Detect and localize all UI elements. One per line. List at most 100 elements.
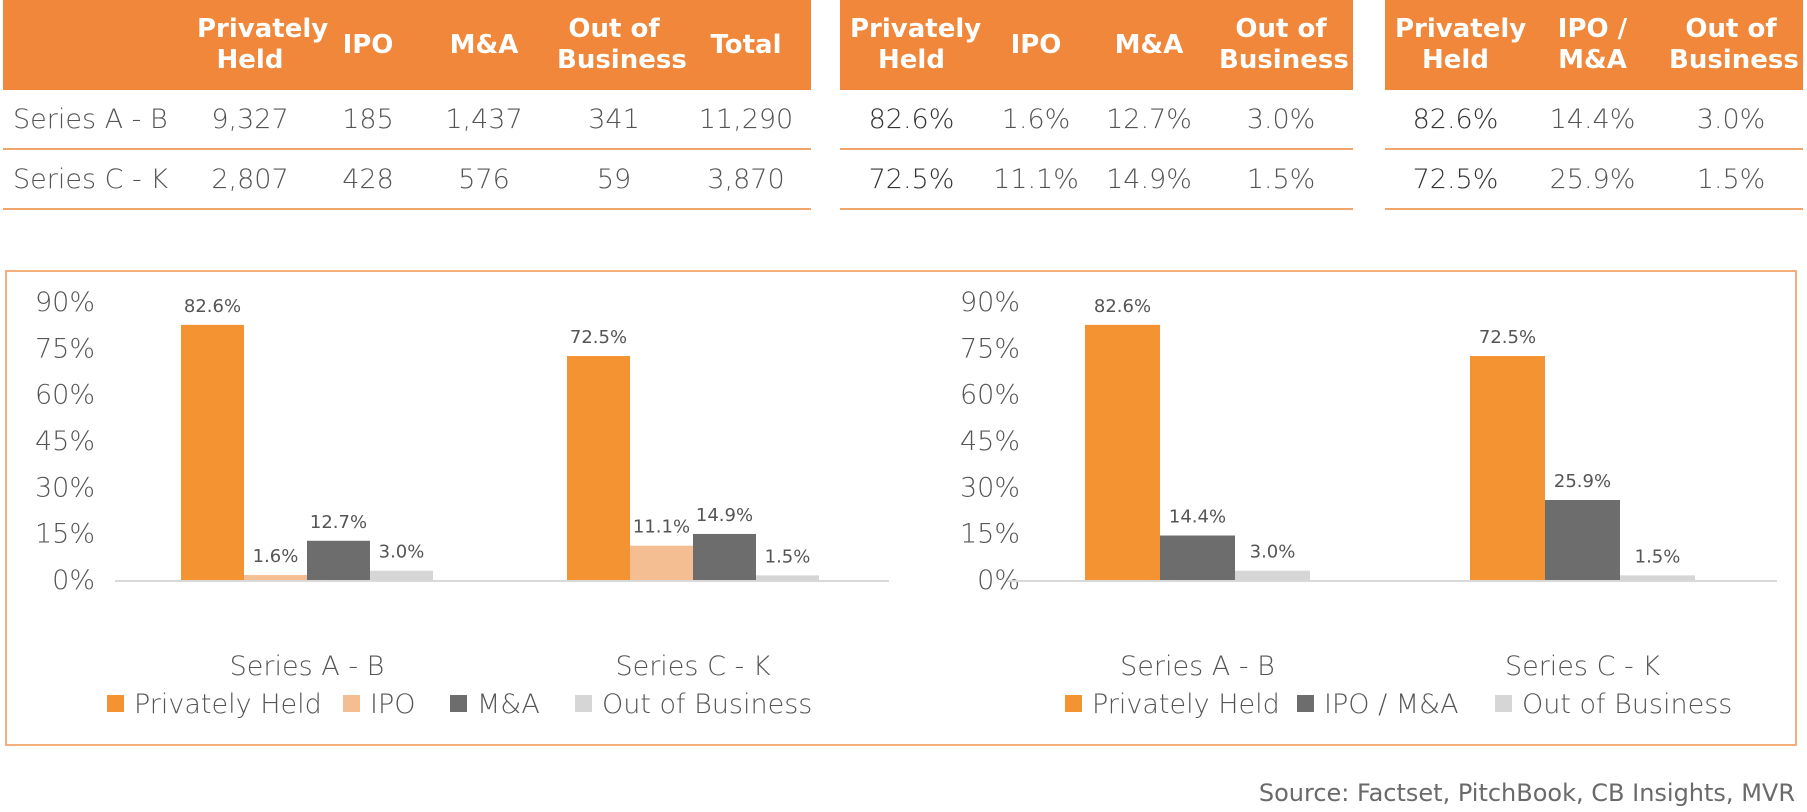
data-label: 25.9% xyxy=(1554,471,1611,492)
table-cell: 72.5% xyxy=(1385,149,1526,210)
header-cell: Total xyxy=(681,0,811,90)
data-label: 11.1% xyxy=(633,517,690,538)
table-cell: 1,437 xyxy=(421,90,547,150)
bar xyxy=(307,540,370,580)
legend-label: Privately Held xyxy=(134,689,322,720)
data-label: 14.4% xyxy=(1169,507,1226,528)
data-label: 72.5% xyxy=(1479,327,1536,348)
y-tick-label: 45% xyxy=(35,426,95,457)
table-cell: 59 xyxy=(547,149,681,210)
x-category-label: Series C - K xyxy=(615,651,770,682)
table-cell: 185 xyxy=(315,90,421,150)
table-row: 82.6% 1.6% 12.7% 3.0% xyxy=(840,90,1353,150)
y-tick-label: 15% xyxy=(960,519,1020,550)
table-cell: 1.5% xyxy=(1659,149,1803,210)
legend-label: Out of Business xyxy=(602,689,812,720)
data-label: 12.7% xyxy=(310,512,367,533)
table-header-row: Privately Held IPO / M&A Out of Business xyxy=(1385,0,1803,90)
data-label: 3.0% xyxy=(379,542,425,563)
legend-label: Out of Business xyxy=(1522,689,1732,720)
y-tick-label: 30% xyxy=(960,472,1020,503)
table-row: 82.6% 14.4% 3.0% xyxy=(1385,90,1803,150)
header-cell: IPO xyxy=(983,0,1089,90)
data-label: 1.5% xyxy=(1635,546,1681,567)
y-tick-label: 90% xyxy=(960,287,1020,318)
y-tick-label: 75% xyxy=(960,333,1020,364)
table-cell: 72.5% xyxy=(840,149,983,210)
bar xyxy=(1085,324,1160,580)
table-cell: 1.5% xyxy=(1209,149,1353,210)
legend-swatch xyxy=(575,695,592,712)
legend-label: M&A xyxy=(477,689,540,720)
table-cell: 14.9% xyxy=(1089,149,1209,210)
x-category-label: Series C - K xyxy=(1505,651,1660,682)
table-row: Series C - K 2,807 428 576 59 3,870 xyxy=(3,149,811,210)
bar xyxy=(370,570,433,580)
legend-label: IPO xyxy=(370,689,416,720)
table-cell: 25.9% xyxy=(1526,149,1659,210)
row-label: Series C - K xyxy=(3,149,185,210)
table-cell: 2,807 xyxy=(185,149,315,210)
x-category-label: Series A - B xyxy=(1120,651,1275,682)
table-cell: 341 xyxy=(547,90,681,150)
data-label: 3.0% xyxy=(1250,542,1296,563)
header-cell: M&A xyxy=(1089,0,1209,90)
header-cell: Privately Held xyxy=(840,0,983,90)
charts-panel: 90% 75% 60% 45% 30% 15% 0% 82.6% 1.6% 12.7% 3.0% Se… xyxy=(5,270,1797,746)
data-label: 82.6% xyxy=(1094,296,1151,317)
table-cell: 14.4% xyxy=(1526,90,1659,150)
bar xyxy=(567,356,630,580)
header-cell: Privately Held xyxy=(185,0,328,90)
bar xyxy=(1545,499,1620,580)
header-cell: IPO xyxy=(315,0,421,90)
bar-charts: 90% 75% 60% 45% 30% 15% 0% 82.6% 1.6% 12.7% 3.0% Se… xyxy=(35,287,1777,720)
table-cell: 3,870 xyxy=(681,149,811,210)
y-tick-label: 75% xyxy=(35,333,95,364)
legend-swatch xyxy=(343,695,360,712)
bar xyxy=(1470,356,1545,580)
table-cell: 12.7% xyxy=(1089,90,1209,150)
legend-swatch xyxy=(450,695,467,712)
bar xyxy=(181,324,244,580)
table-row: Series A - B 9,327 185 1,437 341 11,290 xyxy=(3,90,811,150)
data-label: 14.9% xyxy=(696,505,753,526)
legend-swatch xyxy=(1297,695,1314,712)
bar xyxy=(630,545,693,580)
source-note: Source: Factset, PitchBook, CB Insights,… xyxy=(1258,779,1795,807)
data-label: 1.6% xyxy=(253,546,299,567)
table-header-row: Privately Held IPO M&A Out of Business xyxy=(840,0,1353,90)
bar xyxy=(1235,570,1310,580)
combined-percent-table: Privately Held IPO / M&A Out of Business 82… xyxy=(1385,0,1803,210)
table-cell: 428 xyxy=(315,149,421,210)
data-label: 82.6% xyxy=(184,296,241,317)
header-cell: Out of Business xyxy=(1659,0,1803,90)
y-tick-label: 15% xyxy=(35,519,95,550)
header-corner xyxy=(3,0,185,90)
header-cell: IPO / M&A xyxy=(1526,0,1659,90)
legend-swatch xyxy=(107,695,124,712)
counts-table: Privately Held IPO M&A Out of Business Tot… xyxy=(3,0,811,210)
bar xyxy=(756,575,819,580)
table-cell: 3.0% xyxy=(1659,90,1803,150)
table-row: 72.5% 25.9% 1.5% xyxy=(1385,149,1803,210)
legend-label: IPO / M&A xyxy=(1324,689,1459,720)
header-cell: M&A xyxy=(421,0,547,90)
header-cell: Privately Held xyxy=(1385,0,1526,90)
data-label: 72.5% xyxy=(570,327,627,348)
table-row: 72.5% 11.1% 14.9% 1.5% xyxy=(840,149,1353,210)
bar xyxy=(693,533,756,580)
table-cell: 1.6% xyxy=(983,90,1089,150)
legend-swatch xyxy=(1065,695,1082,712)
table-cell: 3.0% xyxy=(1209,90,1353,150)
table-cell: 11,290 xyxy=(681,90,811,150)
row-label: Series A - B xyxy=(3,90,185,150)
y-tick-label: 30% xyxy=(35,472,95,503)
y-tick-label: 45% xyxy=(960,426,1020,457)
bar xyxy=(244,575,307,580)
table-cell: 82.6% xyxy=(1385,90,1526,150)
legend-swatch xyxy=(1495,695,1512,712)
legend-label: Privately Held xyxy=(1092,689,1280,720)
header-cell: Out of Business xyxy=(547,0,687,90)
header-cell: Out of Business xyxy=(1209,0,1353,90)
y-tick-label: 90% xyxy=(35,287,95,318)
